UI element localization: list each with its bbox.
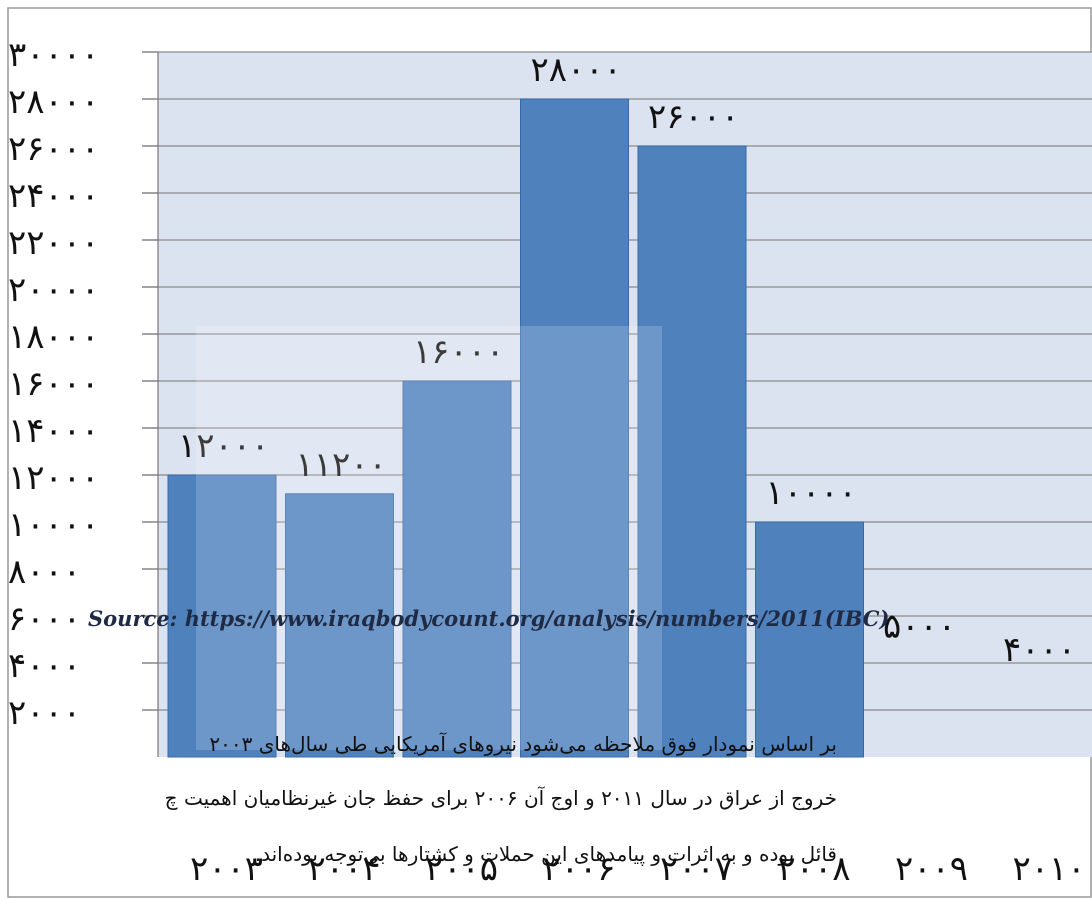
bar [755,521,864,758]
bar [637,145,747,758]
x-tick-label: ۲۰۰۳ [190,849,263,889]
bar [167,474,277,758]
y-tick-label: ۳۰۰۰۰ [8,35,99,75]
x-tick-label: ۲۰۰۷ [660,849,733,889]
y-tick-label: ۲۶۰۰۰ [8,129,99,169]
y-tick-label: ۲۰۰۰ [8,693,81,733]
y-tick-label: ۱۰۰۰۰ [8,505,99,545]
paragraph-line-2: خروج از عراق در سال ۲۰۱۱ و اوج آن ۲۰۰۶ ب… [164,786,837,810]
bar-value-label: ۱۲۰۰۰ [178,426,269,466]
bar [402,380,512,758]
y-tick-label: ۸۰۰۰ [8,552,81,592]
y-tick-label: ۲۴۰۰۰ [8,176,99,216]
x-tick-label: ۲۰۰۵ [425,849,498,889]
x-tick-label: ۲۰۱۰ [1013,849,1086,889]
y-tick-label: ۴۰۰۰ [8,646,81,686]
x-tick-label: ۲۰۰۹ [895,849,968,889]
x-tick-label: ۲۰۰۴ [308,849,381,889]
y-tick-label: ۶۰۰۰ [8,599,81,639]
bar-value-label: ۱۰۰۰۰ [766,473,857,513]
paragraph-line-1: بر اساس نمودار فوق ملاحظه می‌شود نیروهای… [209,732,837,756]
x-tick-label: ۲۰۰۸ [778,849,851,889]
watermark-logo [196,326,662,750]
bar-value-label: ۱۱۲۰۰ [296,445,387,485]
y-tick-label: ۲۲۰۰۰ [8,223,99,263]
bar-value-label: ۲۶۰۰۰ [648,97,739,137]
y-tick-label: ۱۲۰۰۰ [8,458,99,498]
y-tick-label: ۱۸۰۰۰ [8,317,99,357]
bar-value-label: ۱۶۰۰۰ [413,332,504,372]
paragraph-line-3: قائل بوده و به اثرات و پیامدهای این حملا… [254,842,837,866]
y-tick-label: ۱۶۰۰۰ [8,364,99,404]
y-tick-label: ۱۴۰۰۰ [8,411,99,451]
y-tick-label: ۲۸۰۰۰ [8,82,99,122]
bar-value-label: ۵۰۰۰ [883,607,956,647]
y-tick-label: ۲۰۰۰۰ [8,270,99,310]
bar-value-label: ۴۰۰۰ [1003,630,1076,670]
bar-value-label: ۲۸۰۰۰ [531,50,622,90]
source-caption: Source: https://www.iraqbodycount.org/an… [88,606,890,631]
bar [520,98,629,758]
bar [285,493,394,758]
x-tick-label: ۲۰۰۶ [543,849,616,889]
